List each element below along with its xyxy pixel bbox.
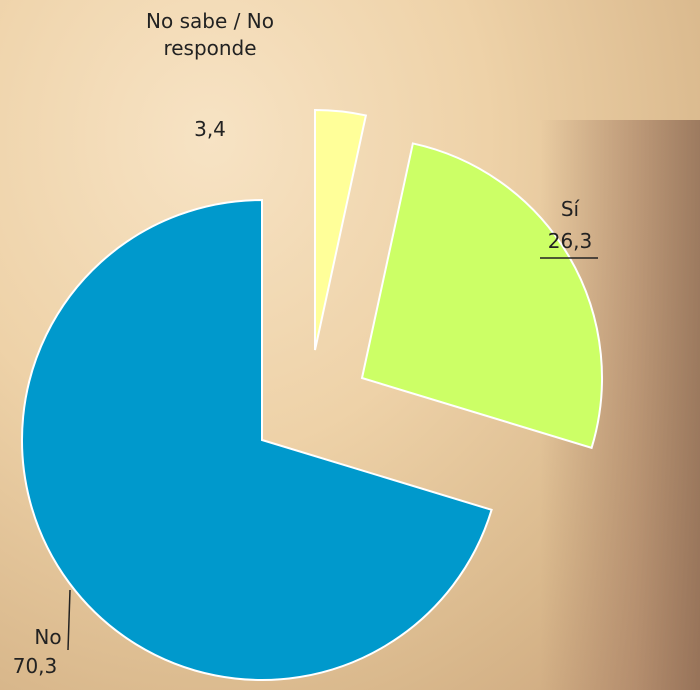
chart: [0, 0, 700, 690]
pie-slice: [315, 110, 366, 350]
slice-label: No sabe / No responde: [130, 8, 290, 62]
pie-slice: [362, 143, 602, 447]
slice-label: Sí: [540, 196, 600, 223]
slice-value: 3,4: [170, 116, 250, 143]
slice-value: 70,3: [0, 653, 70, 680]
slice-value: 26,3: [530, 228, 610, 255]
slice-label: No: [18, 624, 78, 651]
page: No sabe / No responde 3,4 Sí 26,3 No 70,…: [0, 0, 700, 690]
